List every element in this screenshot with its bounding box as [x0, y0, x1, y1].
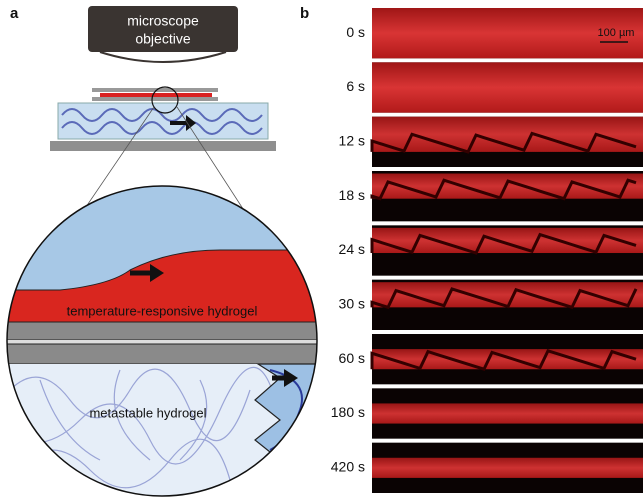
- time-label: 0 s: [346, 24, 365, 40]
- time-label: 420 s: [331, 459, 365, 475]
- panel-label: a: [10, 5, 19, 22]
- strips: 0 s 6 s 12 s 18 s 24 s 30 s 60 s 180 s 420 s 100 …: [331, 8, 643, 493]
- time-label: 180 s: [331, 404, 365, 420]
- layer-label: temperature-responsive hydrogel: [67, 303, 258, 318]
- time-label: 6 s: [346, 78, 365, 94]
- strip-signal: [372, 458, 643, 478]
- objective-text: microscope: [127, 13, 199, 29]
- strip-signal: [372, 403, 643, 423]
- strip-signal: [372, 174, 643, 199]
- objective-text: objective: [135, 31, 190, 47]
- time-label: 12 s: [339, 133, 365, 149]
- time-label: 24 s: [339, 241, 365, 257]
- layer-label: metastable hydrogel: [89, 405, 206, 420]
- strip-signal: [372, 62, 643, 112]
- time-label: 60 s: [339, 350, 365, 366]
- time-label: 18 s: [339, 187, 365, 203]
- scale-label: 100 µm: [598, 27, 635, 39]
- time-label: 30 s: [339, 296, 365, 312]
- figure: a b microscope objective temperature-res: [0, 0, 643, 497]
- objective: microscope objective: [88, 6, 238, 62]
- panel-label: b: [300, 5, 309, 22]
- zoom: [0, 180, 330, 497]
